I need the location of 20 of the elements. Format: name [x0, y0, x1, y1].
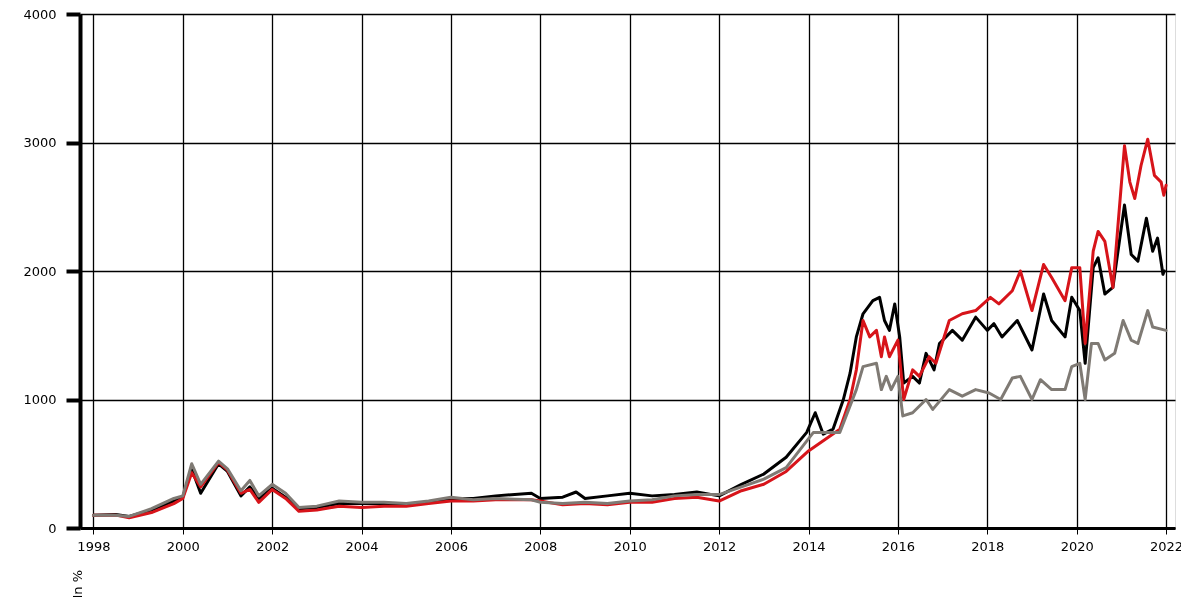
y-tick-label: 3000	[23, 135, 57, 150]
x-tick-label: 2014	[792, 538, 826, 554]
x-tick-label: 2002	[256, 538, 290, 554]
x-tick-label: 2022	[1150, 538, 1181, 554]
x-tick-label: 2006	[434, 538, 469, 554]
x-tick-label: 1998	[77, 538, 111, 554]
x-tick-label: 2016	[881, 538, 915, 554]
y-tick-label: 0	[48, 520, 57, 536]
x-tick-label: 2008	[524, 538, 558, 554]
x-tick-label: 2012	[703, 538, 737, 554]
y-tick-label: 2000	[23, 263, 57, 279]
x-tick-label: 2010	[613, 538, 647, 554]
x-tick-label: 2020	[1060, 538, 1094, 554]
x-tick-label: 2004	[345, 538, 379, 554]
line-series	[91, 309, 1168, 518]
y-tick-label: 1000	[23, 392, 57, 407]
y-axis-title: In %	[69, 569, 85, 597]
x-tick-label: 2000	[166, 538, 200, 554]
x-tick-label: 2018	[971, 538, 1005, 554]
y-tick-label: 4000	[23, 6, 57, 22]
